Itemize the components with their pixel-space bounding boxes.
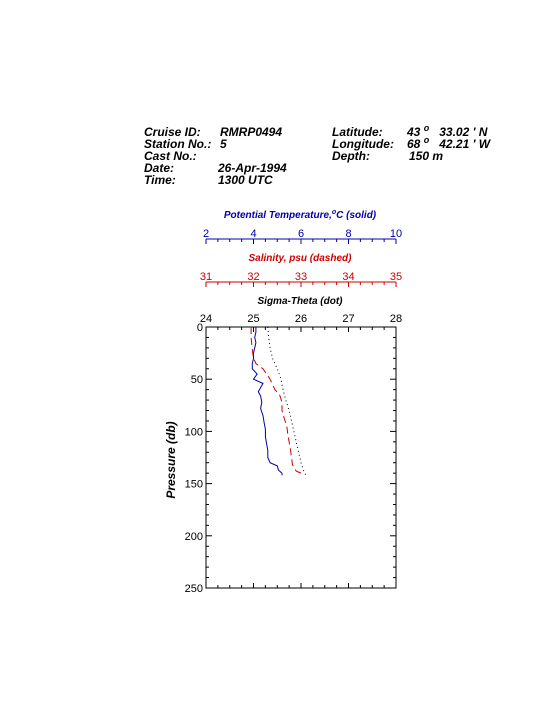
pressure-tick-label: 50: [191, 374, 203, 386]
salinity-tick-label: 32: [247, 271, 259, 283]
series-layer: [250, 326, 307, 476]
longitude-degree-mark: o: [423, 135, 430, 145]
sigma-profile-line: [267, 326, 307, 476]
depth-value: 150 m: [409, 149, 444, 163]
salinity-axis-title: Salinity, psu (dashed): [249, 253, 353, 264]
temperature-axis-title-suffix: C (solid): [336, 210, 377, 221]
cruise-id-label: Cruise ID:: [144, 125, 201, 139]
sigma-tick-label: 24: [200, 313, 212, 325]
temperature-tick-label: 6: [298, 228, 304, 240]
salinity-profile-line: [250, 327, 304, 476]
latitude-minutes: 33.02 ' N: [439, 125, 488, 139]
date-label: Date:: [144, 161, 175, 175]
latitude-degree-mark: o: [423, 123, 430, 133]
time-label: Time:: [144, 173, 176, 187]
depth-label: Depth:: [332, 149, 370, 163]
sigma-axis-title: Sigma-Theta (dot): [258, 296, 344, 307]
time-value: 1300 UTC: [218, 173, 273, 187]
temperature-axis-title-prefix: Potential Temperature,: [224, 210, 332, 221]
longitude-value: 68 o 42.21 ' W: [407, 135, 491, 151]
longitude-degrees: 68: [407, 137, 421, 151]
temperature-axis-title-degree: o: [332, 209, 337, 216]
sigma-tick-label: 25: [247, 313, 259, 325]
date-value: 26-Apr-1994: [218, 161, 287, 175]
pressure-tick-label: 150: [185, 479, 203, 491]
temperature-tick-label: 8: [345, 228, 351, 240]
temperature-profile-line: [251, 327, 283, 476]
salinity-tick-label: 31: [200, 271, 212, 283]
temperature-tick-label: 2: [203, 228, 209, 240]
pressure-tick-label: 100: [185, 426, 203, 438]
salinity-tick-label: 33: [295, 271, 307, 283]
salinity-tick-label: 35: [390, 271, 402, 283]
longitude-label: Longitude:: [332, 137, 394, 151]
latitude-degrees: 43: [407, 125, 421, 139]
pressure-axis-title: Pressure (db): [164, 421, 178, 498]
pressure-tick-label: 0: [197, 322, 203, 334]
latitude-value: 43 o 33.02 ' N: [407, 123, 488, 139]
cruise-id-value: RMRP0494: [220, 125, 283, 139]
plot-frame: [205, 326, 397, 589]
temperature-tick-label: 10: [390, 228, 402, 240]
station-value: 5: [220, 137, 227, 151]
salinity-tick-label: 34: [342, 271, 354, 283]
station-label: Station No.:: [144, 137, 212, 151]
sigma-tick-label: 28: [390, 313, 402, 325]
temperature-tick-label: 4: [250, 228, 256, 240]
temperature-axis-title: Potential Temperature,oC (solid): [224, 209, 377, 221]
cast-label: Cast No.:: [144, 149, 197, 163]
longitude-minutes: 42.21 ' W: [439, 137, 491, 151]
pressure-tick-label: 200: [185, 531, 203, 543]
latitude-label: Latitude:: [332, 125, 383, 139]
sigma-tick-label: 26: [295, 313, 307, 325]
sigma-tick-label: 27: [342, 313, 354, 325]
pressure-tick-label: 250: [185, 583, 203, 595]
